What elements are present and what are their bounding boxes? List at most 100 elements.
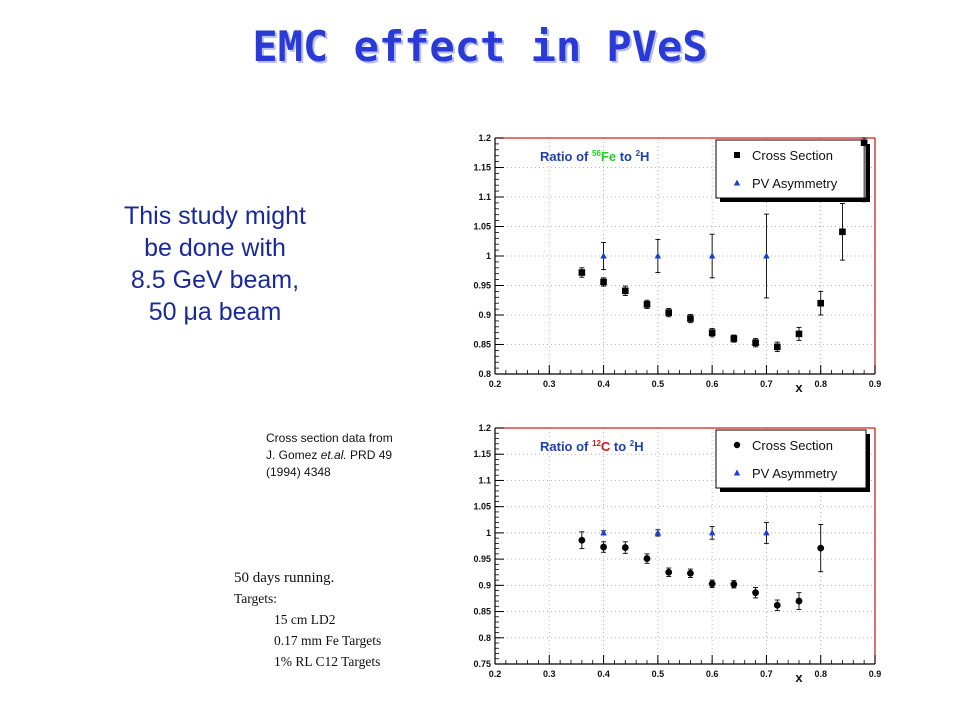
x-axis-label: x xyxy=(795,670,803,685)
data-point-triangle xyxy=(654,252,662,259)
data-point-circle xyxy=(795,597,803,605)
chart-title: Ratio of 56Fe to 2H xyxy=(540,149,649,164)
legend-box xyxy=(715,139,867,199)
data-point-square xyxy=(600,278,607,286)
legend-marker-circle xyxy=(733,441,741,449)
data-point-square xyxy=(860,139,868,147)
title-den-sup: 2 xyxy=(630,439,635,448)
y-tick-label: 1 xyxy=(486,528,491,538)
data-point-square xyxy=(665,309,673,316)
data-point-triangle xyxy=(708,252,716,259)
data-point-circle xyxy=(600,543,607,551)
data-point-square xyxy=(839,228,846,236)
y-tick-label: 1.05 xyxy=(473,502,491,512)
data-point-circle xyxy=(687,569,694,577)
study-line: This study might xyxy=(123,202,306,230)
data-point-triangle xyxy=(600,252,607,259)
y-tick-label: 1.15 xyxy=(473,163,491,173)
title-prefix: Ratio of xyxy=(540,439,592,454)
legend-label: PV Asymmetry xyxy=(752,176,838,191)
y-tick-label: 1.2 xyxy=(478,133,491,143)
title-to: to xyxy=(610,439,630,454)
target-item: 1% RL C12 Targets xyxy=(274,654,381,669)
legend-box xyxy=(715,429,867,489)
x-tick-label: 0.9 xyxy=(869,669,882,679)
targets-label: Targets: xyxy=(234,591,278,606)
legend-label: PV Asymmetry xyxy=(752,466,838,481)
citation-etal: et.al. xyxy=(320,448,347,462)
x-tick-label: 0.7 xyxy=(760,669,773,679)
x-axis-label: x xyxy=(795,380,803,395)
citation: Cross section data from J. Gomez et.al. … xyxy=(266,430,466,481)
x-tick-label: 0.2 xyxy=(489,669,502,679)
data-point-square xyxy=(773,343,781,351)
title-num-sup: 56 xyxy=(592,149,601,158)
x-tick-label: 0.4 xyxy=(597,379,610,389)
legend-marker-triangle xyxy=(733,179,741,186)
x-tick-label: 0.8 xyxy=(814,379,827,389)
target-item: 0.17 mm Fe Targets xyxy=(274,633,382,648)
y-tick-label: 0.85 xyxy=(473,340,491,350)
c-ratio-chart: 0.2 0.3 0.4 0.5 0.6 0.7 0.8 0.9 0.75 0.8 0.85 0.9 0.… xyxy=(455,420,900,685)
y-tick-label: 0.9 xyxy=(478,310,491,320)
title-num-sup: 12 xyxy=(592,439,601,448)
title-den-sup: 2 xyxy=(636,149,641,158)
legend-label: Cross Section xyxy=(752,148,833,163)
data-point-square xyxy=(817,299,825,307)
data-point-circle xyxy=(578,536,586,544)
title-num-element: C xyxy=(601,439,611,454)
data-point-circle xyxy=(773,601,781,609)
running-info: 50 days running. Targets: 15 cm LD2 0.17… xyxy=(234,568,464,672)
data-point-triangle xyxy=(600,529,607,536)
fe-ratio-chart: 0.2 0.3 0.4 0.5 0.6 0.7 0.8 0.9 0.8 0.85 0.9 0.95 1 1… xyxy=(455,130,900,395)
y-tick-label: 1 xyxy=(486,251,491,261)
data-point-circle xyxy=(665,568,673,576)
title-prefix: Ratio of xyxy=(540,149,592,164)
citation-line-1: Cross section data from xyxy=(266,431,393,445)
data-point-triangle xyxy=(654,529,662,536)
y-tick-label: 0.8 xyxy=(478,369,491,379)
y-tick-label: 0.8 xyxy=(478,633,491,643)
data-point-square xyxy=(643,301,651,308)
y-tick-label: 1.2 xyxy=(478,423,491,433)
citation-line-3: (1994) 4348 xyxy=(266,465,331,479)
title-to: to xyxy=(616,149,636,164)
study-line: be done with xyxy=(144,234,286,262)
x-tick-label: 0.6 xyxy=(706,669,719,679)
legend-label: Cross Section xyxy=(752,438,833,453)
page-title: EMC effect in PVeS xyxy=(252,22,708,71)
legend-marker-square xyxy=(734,152,740,158)
running-days: 50 days running. xyxy=(234,570,335,586)
title-den-element: H xyxy=(640,149,649,164)
data-point-circle xyxy=(621,544,629,551)
x-tick-label: 0.6 xyxy=(706,379,719,389)
x-tick-label: 0.3 xyxy=(543,669,556,679)
data-point-triangle xyxy=(763,529,770,536)
x-tick-label: 0.5 xyxy=(652,669,665,679)
citation-authors: J. Gomez xyxy=(266,448,321,462)
data-point-square xyxy=(752,339,759,347)
chart-title: Ratio of 12C to 2H xyxy=(540,439,644,454)
data-point-triangle xyxy=(763,252,770,259)
data-point-square xyxy=(795,330,803,338)
x-tick-label: 0.5 xyxy=(652,379,665,389)
data-point-circle xyxy=(708,580,716,588)
data-point-square xyxy=(730,335,738,342)
title-num-element: Fe xyxy=(601,149,616,164)
data-point-circle xyxy=(752,589,759,597)
citation-journal: PRD 49 xyxy=(346,448,393,462)
x-tick-label: 0.8 xyxy=(814,669,827,679)
data-point-square xyxy=(578,269,586,276)
y-tick-label: 0.85 xyxy=(473,607,491,617)
y-tick-label: 1.1 xyxy=(478,192,491,202)
data-point-triangle xyxy=(708,529,716,536)
study-line: 8.5 GeV beam, xyxy=(130,266,300,294)
study-line: 50 μa beam xyxy=(148,298,282,326)
data-point-circle xyxy=(643,555,651,562)
citation-line-2: J. Gomez et.al. PRD 49 xyxy=(266,447,466,464)
y-tick-label: 1.1 xyxy=(478,475,491,485)
y-tick-label: 0.75 xyxy=(473,659,491,669)
x-tick-label: 0.4 xyxy=(597,669,610,679)
x-tick-label: 0.9 xyxy=(869,379,882,389)
data-point-circle xyxy=(817,544,825,552)
